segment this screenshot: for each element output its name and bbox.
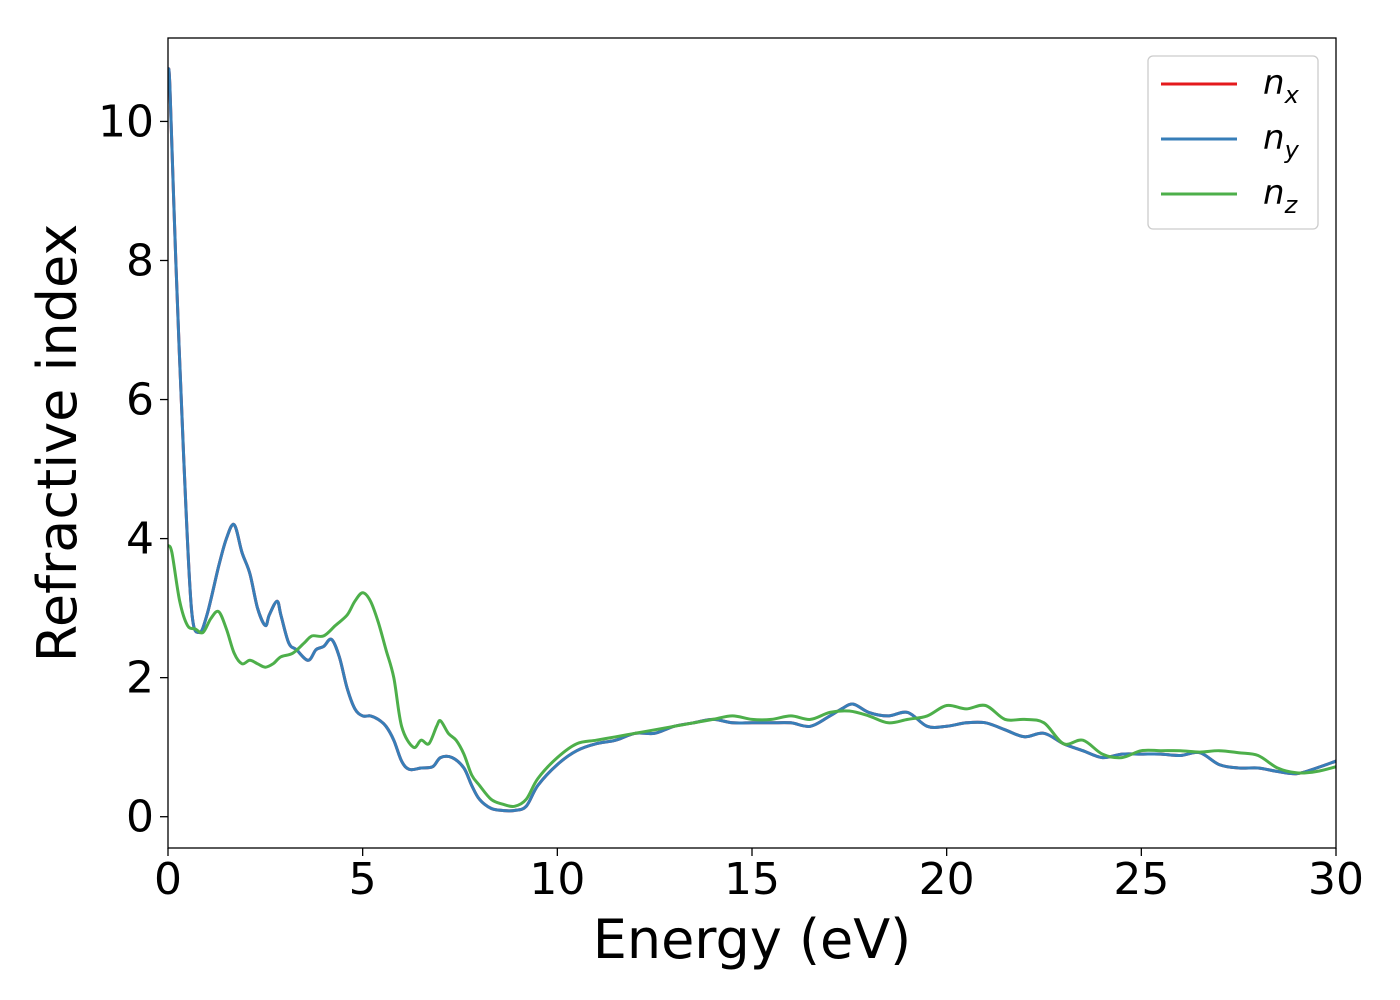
y-tick-label: 6	[126, 375, 154, 426]
y-tick-label: 8	[126, 235, 154, 286]
legend-label-n-x: nx	[1263, 63, 1300, 109]
legend-label-subscript: z	[1284, 191, 1299, 219]
y-tick-label: 4	[126, 514, 154, 565]
x-axis: 0 5 10 15 20 25 30	[154, 848, 1364, 905]
y-tick-label: 0	[126, 792, 154, 843]
legend-label-base: n	[1263, 118, 1285, 158]
legend-box	[1147, 55, 1319, 230]
legend-label-base: n	[1263, 63, 1285, 103]
y-axis-label: Refractive index	[26, 224, 89, 663]
x-tick-label: 10	[529, 854, 585, 905]
y-tick-label: 2	[126, 653, 154, 704]
y-tick-label: 10	[98, 96, 154, 147]
legend-label-subscript: x	[1284, 81, 1300, 109]
y-axis: 0 2 4 6 8 10	[98, 96, 168, 843]
x-tick-label: 15	[724, 854, 780, 905]
x-tick-label: 5	[349, 854, 377, 905]
legend-label-subscript: y	[1284, 136, 1300, 164]
x-axis-label: Energy (eV)	[593, 908, 912, 971]
series-line-n-z	[168, 544, 1336, 808]
legend-label-base: n	[1263, 173, 1285, 213]
legend-label-n-z: nz	[1263, 173, 1299, 219]
legend-label-n-y: ny	[1263, 118, 1300, 164]
x-tick-label: 25	[1113, 854, 1169, 905]
series-line-n-y	[168, 67, 1336, 813]
x-tick-label: 0	[154, 854, 182, 905]
x-tick-label: 30	[1308, 854, 1364, 905]
series-layer	[168, 67, 1336, 813]
x-tick-label: 20	[919, 854, 975, 905]
